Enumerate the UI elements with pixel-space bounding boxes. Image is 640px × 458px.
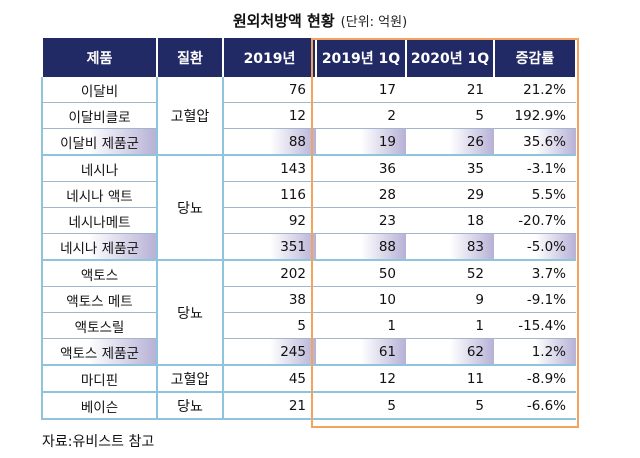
table-row: 이달비 고혈압 76 17 21 21.2% [41,77,576,156]
product-cell: 액토스 메트 [41,286,158,313]
change-cell: -6.6% [494,392,576,420]
value-2020-1q-cell: 18 [406,207,494,234]
value-2020-1q-cell: 11 [406,365,494,393]
value-2019-1q-cell: 50 [316,260,406,287]
product-cell: 이달비클로 [41,102,158,129]
header-row: 제품 질환 2019년 2019년 1Q 2020년 1Q 증감률 [41,38,577,77]
value-2019-cell: 92 [223,207,316,234]
disease-cell: 당뇨 [157,392,224,420]
value-2019-1q-cell: 10 [316,286,406,313]
table-row: 네시나 당뇨 143 36 35 -3.1% [41,155,576,261]
value-2020-1q-cell: 62 [406,338,494,366]
value-2020-1q-cell: 1 [406,312,494,339]
value-2020-1q-cell: 83 [406,233,494,261]
disease-cell: 고혈압 [157,365,224,393]
product-cell: 마디핀 [41,365,158,393]
value-2020-1q-cell: 52 [406,260,494,287]
value-2019-1q-cell: 12 [316,365,406,393]
header-product: 제품 [41,38,158,77]
product-cell: 액토스 [41,260,158,287]
header-2019: 2019년 [222,38,317,77]
header-change: 증감률 [493,38,577,77]
change-cell: 3.7% [494,260,576,287]
value-2019-1q-cell: 23 [316,207,406,234]
table-body: 이달비 고혈압 76 17 21 21.2% 이달비클로 12 2 5 192.9% 이달비 제품군 8… [41,77,576,420]
table-row: 네시나메트 92 23 18 -20.7% [41,207,576,234]
value-2020-1q-cell: 35 [406,155,494,182]
change-cell: -8.9% [494,365,576,393]
disease-cell: 당뇨 [157,260,224,366]
unit-label: (단위: 억원) [340,15,408,30]
value-2019-cell: 116 [223,181,316,208]
change-cell: -3.1% [494,155,576,182]
table-row: 이달비클로 12 2 5 192.9% [41,102,576,129]
table-row: 이달비 제품군 88 19 26 35.6% [41,128,576,156]
product-cell: 이달비 [41,77,158,103]
value-2020-1q-cell: 5 [406,392,494,420]
value-2019-cell: 143 [223,155,316,182]
product-cell: 액토스 제품군 [41,338,158,366]
change-cell: 21.2% [494,77,576,103]
change-cell: 192.9% [494,102,576,129]
value-2019-cell: 12 [223,102,316,129]
table-row: 액토스 당뇨 202 50 52 3.7% [41,260,576,366]
value-2020-1q-cell: 9 [406,286,494,313]
value-2019-cell: 38 [223,286,316,313]
table-row: 액토스 메트 38 10 9 -9.1% [41,286,576,313]
product-cell: 액토스릴 [41,312,158,339]
value-2019-1q-cell: 88 [316,233,406,261]
value-2019-1q-cell: 1 [316,312,406,339]
product-cell: 이달비 제품군 [41,128,158,156]
source-note: 자료:유비스트 참고 [42,434,155,450]
table-row: 네시나 제품군 351 88 83 -5.0% [41,233,576,261]
change-cell: 35.6% [494,128,576,156]
value-2019-1q-cell: 5 [316,392,406,420]
value-2019-cell: 245 [223,338,316,366]
table-row: 네시나 액트 116 28 29 5.5% [41,181,576,208]
header-disease: 질환 [156,38,224,77]
prescription-table: 제품 질환 2019년 2019년 1Q 2020년 1Q 증감률 이달비 고혈압… [41,38,577,420]
table-row: 액토스 제품군 245 61 62 1.2% [41,338,576,366]
header-2019-1q: 2019년 1Q [315,38,407,77]
change-cell: -15.4% [494,312,576,339]
value-2019-1q-cell: 36 [316,155,406,182]
value-2019-cell: 202 [223,260,316,287]
table-row: 액토스릴 5 1 1 -15.4% [41,312,576,339]
change-cell: -20.7% [494,207,576,234]
value-2019-cell: 45 [223,365,316,393]
product-cell: 네시나 액트 [41,181,158,208]
value-2019-1q-cell: 19 [316,128,406,156]
value-2019-1q-cell: 2 [316,102,406,129]
value-2020-1q-cell: 26 [406,128,494,156]
product-cell: 베이슨 [41,392,158,420]
product-cell: 네시나메트 [41,207,158,234]
change-cell: 1.2% [494,338,576,366]
change-cell: 5.5% [494,181,576,208]
title-text: 원외처방액 현황 [232,12,335,30]
header-2020-1q: 2020년 1Q [405,38,495,77]
value-2019-cell: 76 [223,77,316,103]
table-row: 베이슨 당뇨 21 5 5 -6.6% [41,392,576,420]
value-2020-1q-cell: 29 [406,181,494,208]
disease-cell: 고혈압 [157,77,224,156]
change-cell: -5.0% [494,233,576,261]
product-cell: 네시나 제품군 [41,233,158,261]
value-2020-1q-cell: 21 [406,77,494,103]
value-2019-cell: 88 [223,128,316,156]
table-row: 마디핀 고혈압 45 12 11 -8.9% [41,365,576,393]
disease-cell: 당뇨 [157,155,224,261]
value-2020-1q-cell: 5 [406,102,494,129]
change-cell: -9.1% [494,286,576,313]
product-cell: 네시나 [41,155,158,182]
value-2019-1q-cell: 17 [316,77,406,103]
table-title: 원외처방액 현황 (단위: 억원) [0,10,640,31]
value-2019-cell: 21 [223,392,316,420]
value-2019-1q-cell: 28 [316,181,406,208]
value-2019-cell: 351 [223,233,316,261]
value-2019-cell: 5 [223,312,316,339]
value-2019-1q-cell: 61 [316,338,406,366]
